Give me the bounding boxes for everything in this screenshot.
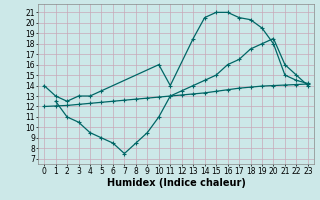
X-axis label: Humidex (Indice chaleur): Humidex (Indice chaleur) [107, 178, 245, 188]
